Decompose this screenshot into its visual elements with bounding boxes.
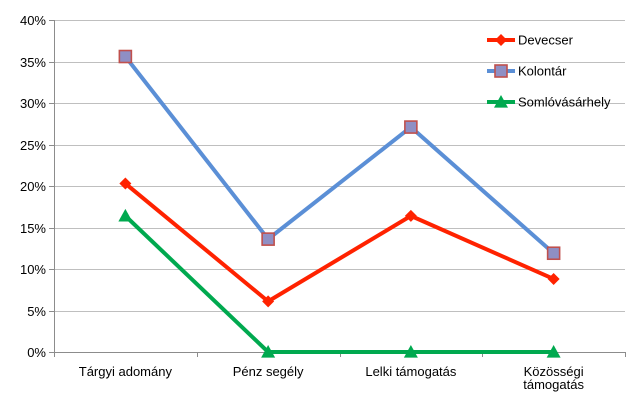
legend-swatch-marker bbox=[495, 34, 507, 46]
series-line bbox=[123, 54, 556, 256]
y-tick-label: 10% bbox=[20, 262, 46, 277]
series-kolontár bbox=[118, 49, 561, 261]
legend-label: Somlóvásárhely bbox=[518, 95, 611, 110]
y-tick-label: 30% bbox=[20, 96, 46, 111]
legend: Devecser Kolontár Somlóvásárhely bbox=[487, 33, 611, 110]
y-tick-label: 0% bbox=[27, 345, 46, 360]
y-tick-label: 25% bbox=[20, 138, 46, 153]
x-axis-tick-labels: Tárgyi adomány Pénz segély Lelki támogatás… bbox=[79, 364, 585, 392]
x-tick-label-line: Közösségi bbox=[524, 364, 584, 379]
data-point-marker bbox=[118, 208, 133, 222]
y-tick-label: 15% bbox=[20, 221, 46, 236]
x-tick-label-line: Pénz segély bbox=[233, 364, 304, 379]
x-tick-label-line: támogatás bbox=[523, 377, 584, 392]
y-tick-label: 20% bbox=[20, 179, 46, 194]
x-tick-label: Tárgyi adomány bbox=[79, 364, 173, 379]
y-axis-tick-labels: 0% 5% 10% 15% 20% 25% 30% 35% 40% bbox=[20, 13, 46, 360]
legend-item: Devecser bbox=[487, 33, 574, 48]
legend-item: Somlóvásárhely bbox=[487, 95, 611, 110]
data-point-marker bbox=[261, 345, 276, 358]
series-lines bbox=[118, 49, 561, 358]
x-tick-label-line: Tárgyi adomány bbox=[79, 364, 173, 379]
series-line bbox=[123, 213, 556, 354]
legend-label: Kolontár bbox=[518, 64, 567, 79]
y-tick-label: 40% bbox=[20, 13, 46, 28]
data-point-marker bbox=[546, 345, 561, 358]
data-point-marker bbox=[404, 120, 418, 134]
data-point-marker bbox=[119, 177, 132, 190]
x-tick-label: Közösségi támogatás bbox=[523, 364, 584, 392]
legend-label: Devecser bbox=[518, 33, 574, 48]
legend-item: Kolontár bbox=[487, 64, 567, 79]
data-point-marker bbox=[118, 49, 133, 64]
legend-swatch-marker bbox=[494, 64, 508, 78]
x-tick-label-line: Lelki támogatás bbox=[365, 364, 457, 379]
series-devecser bbox=[119, 177, 560, 308]
series-somlóvásárhely bbox=[118, 208, 561, 358]
legend-swatch-marker bbox=[494, 95, 508, 108]
data-point-marker bbox=[546, 246, 561, 261]
series-line bbox=[123, 181, 556, 304]
data-point-marker bbox=[262, 295, 275, 308]
data-point-marker bbox=[547, 272, 560, 285]
gridlines bbox=[54, 20, 625, 353]
y-tick-label: 35% bbox=[20, 55, 46, 70]
x-tick-label: Lelki támogatás bbox=[365, 364, 457, 379]
y-tick-label: 5% bbox=[27, 304, 46, 319]
data-point-marker bbox=[404, 209, 417, 222]
data-point-marker bbox=[261, 232, 275, 246]
data-point-marker bbox=[403, 345, 418, 358]
x-tick-label: Pénz segély bbox=[233, 364, 304, 379]
